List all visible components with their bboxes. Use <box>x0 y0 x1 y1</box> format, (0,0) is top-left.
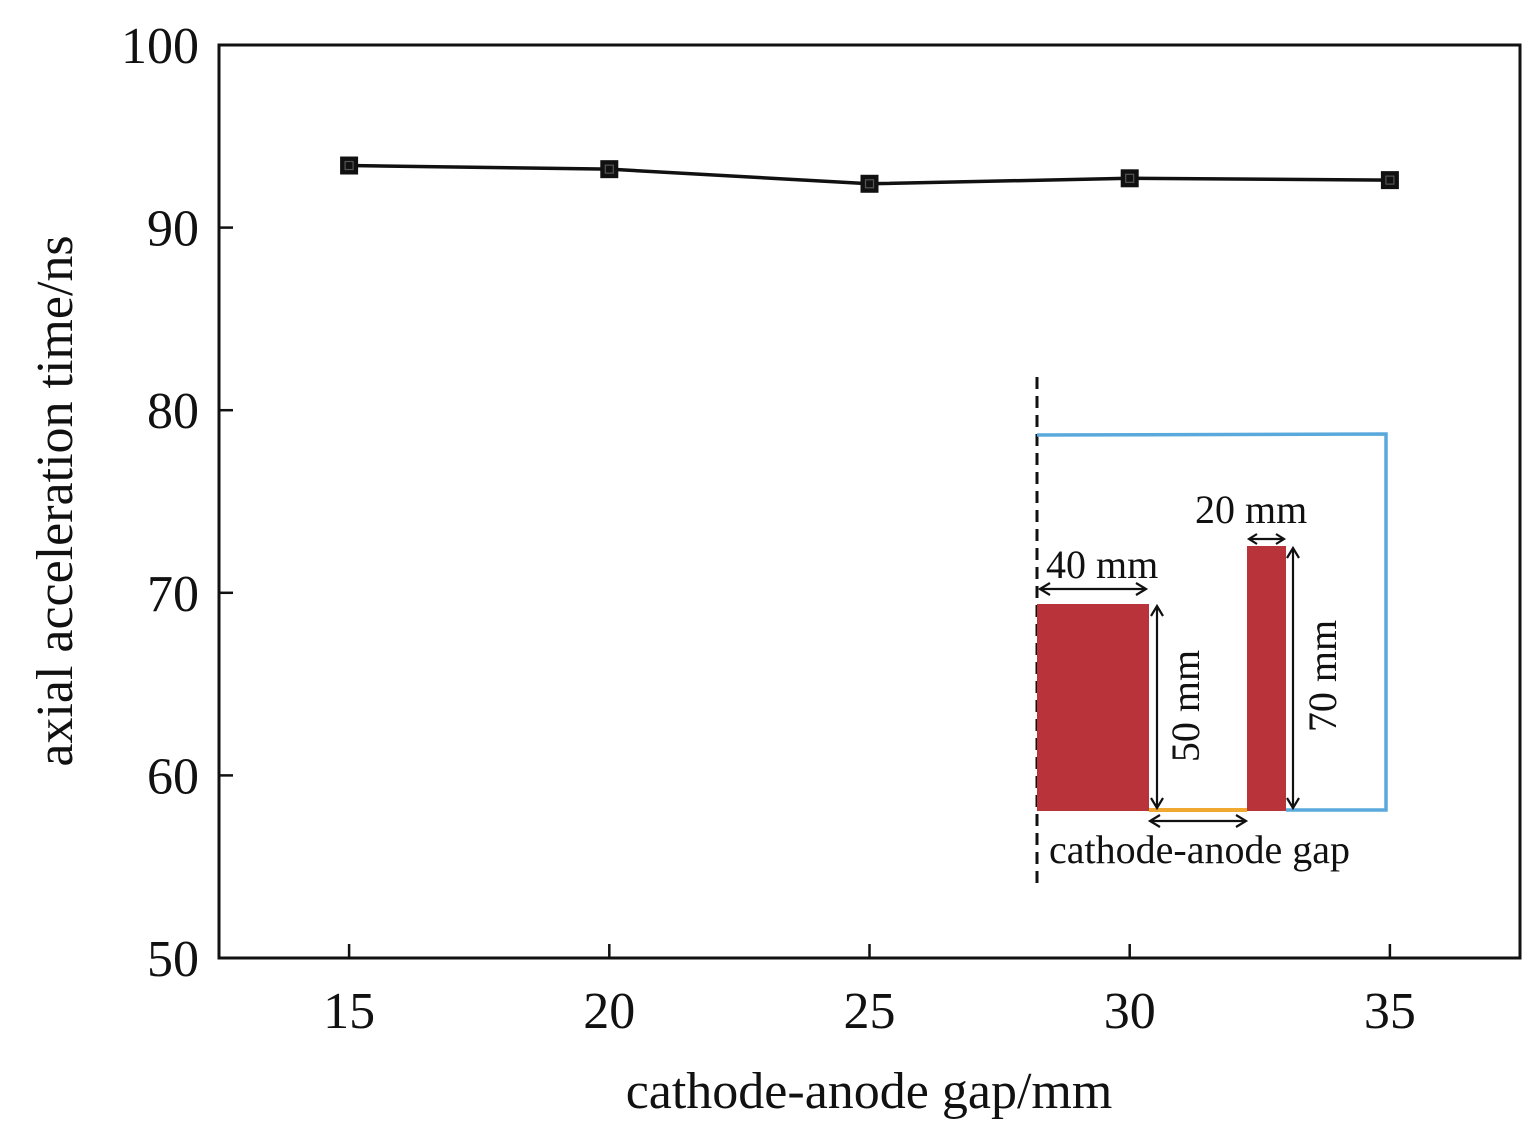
cathode-width-arrowhead-left <box>1037 582 1051 596</box>
y-axis-label: axial acceleration time/ns <box>27 235 84 766</box>
anode-width-arrowhead-right <box>1275 533 1287 545</box>
y-tick-label: 50 <box>147 931 199 988</box>
cathode-width-arrowhead-right <box>1135 582 1149 596</box>
anode-height-label: 70 mm <box>1300 620 1345 732</box>
anode-width-arrowhead-left <box>1246 533 1258 545</box>
y-tick-label: 100 <box>121 18 199 75</box>
anode-block <box>1247 546 1286 811</box>
cathode-width-label: 40 mm <box>1046 542 1158 587</box>
gap-arrowhead-right <box>1235 814 1249 828</box>
y-tick-label: 90 <box>147 201 199 258</box>
x-tick-label: 35 <box>1364 983 1416 1040</box>
data-point-marker <box>860 174 879 193</box>
cathode-height-arrowhead-bottom <box>1150 797 1164 811</box>
y-axis-ticks: 50 60 70 80 90 100 <box>121 18 233 988</box>
anode-height-arrowhead-top <box>1286 545 1300 559</box>
data-point-marker <box>1120 169 1139 188</box>
data-point-marker <box>600 160 619 179</box>
cathode-height-label: 50 mm <box>1163 650 1208 762</box>
data-point-marker <box>1380 171 1399 190</box>
cathode-height-arrowhead-top <box>1150 603 1164 617</box>
boundary-line <box>1036 432 1388 812</box>
y-tick-label: 70 <box>147 566 199 623</box>
data-point-marker-inner <box>864 179 875 189</box>
series-group <box>340 156 1399 193</box>
inset-schematic: 40 mm 20 mm 50 mm 70 mm cathode-anode ga… <box>1035 377 1388 885</box>
x-axis-ticks: 15 20 25 30 35 <box>323 944 1416 1040</box>
x-tick-label: 15 <box>323 983 375 1040</box>
y-tick-label: 80 <box>147 383 199 440</box>
data-point-marker-inner <box>604 164 614 174</box>
y-tick-label: 60 <box>147 748 199 805</box>
x-tick-label: 20 <box>583 983 635 1040</box>
gap-label: cathode-anode gap <box>1049 827 1350 872</box>
data-point-marker-inner <box>1125 173 1135 183</box>
x-axis-label: cathode-anode gap/mm <box>626 1063 1113 1120</box>
anode-height-arrowhead-bottom <box>1286 797 1300 811</box>
x-tick-label: 30 <box>1104 983 1156 1040</box>
gap-arrowhead-left <box>1147 814 1161 828</box>
cathode-block <box>1037 604 1149 811</box>
data-point-marker-inner <box>344 160 354 171</box>
data-point-marker-inner <box>1385 175 1395 185</box>
anode-width-label: 20 mm <box>1195 487 1307 532</box>
x-tick-label: 25 <box>844 983 896 1040</box>
data-point-marker <box>340 156 359 175</box>
